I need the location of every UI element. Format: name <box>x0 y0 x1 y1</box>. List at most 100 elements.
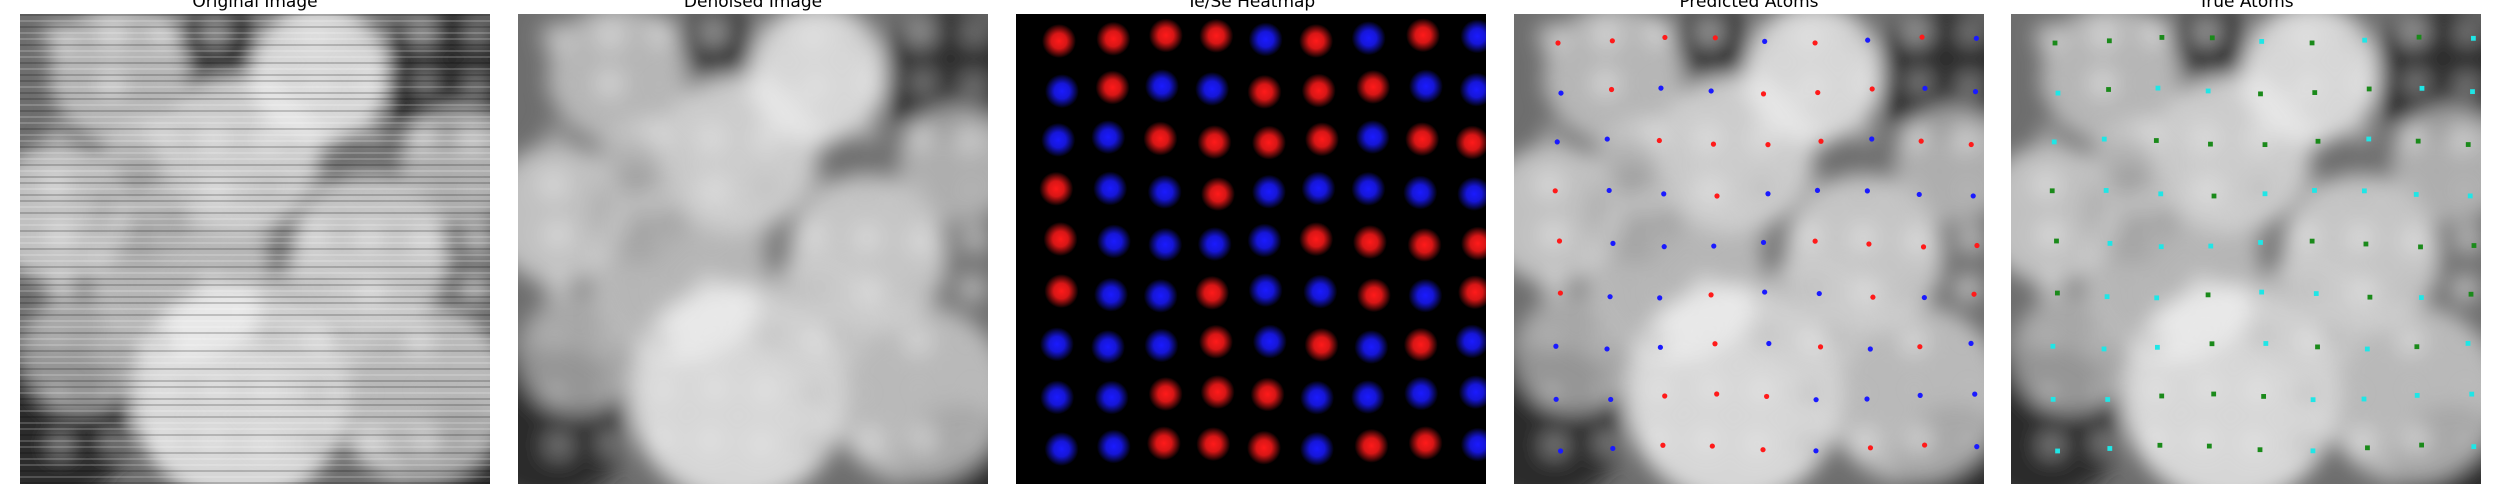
true-type-b-atom <box>2209 341 2215 347</box>
atom-bump <box>797 219 830 252</box>
true-type-a-atom <box>2470 35 2476 41</box>
atom-bump <box>903 119 936 152</box>
true-type-a-atom <box>2310 397 2316 403</box>
scan-line <box>20 296 490 298</box>
atom-bump <box>541 219 574 252</box>
true-type-a-atom <box>2414 392 2420 398</box>
predicted-te-atom <box>1608 86 1615 93</box>
panel-title-predicted: Predicted Atoms <box>1679 0 1819 12</box>
atom-bump <box>1694 227 1721 254</box>
atom-bump <box>2086 67 2119 100</box>
heatmap-te-spot <box>1198 324 1233 359</box>
heatmap-se-spot <box>1251 174 1286 209</box>
atom-bump <box>961 19 988 46</box>
scan-line <box>20 188 490 190</box>
true-type-b-atom <box>2208 141 2213 147</box>
predicted-se-atom <box>1554 139 1560 145</box>
atom-bump <box>356 66 389 99</box>
scan-line <box>20 194 490 196</box>
scan-line <box>20 218 490 220</box>
atom-bump <box>254 174 281 201</box>
atom-bump <box>2141 174 2168 201</box>
atom-bump <box>2033 327 2060 354</box>
scan-line <box>20 38 490 40</box>
true-type-b-atom <box>2206 443 2212 449</box>
heatmap-te-spot <box>1299 222 1334 257</box>
panel-denoised-image: Denoised Image <box>518 0 988 500</box>
atom-bump <box>195 272 228 305</box>
predicted-se-atom <box>1970 193 1976 199</box>
heatmap-te-spot <box>1251 125 1286 160</box>
atom-bump <box>905 224 938 257</box>
atom-bump <box>303 380 330 407</box>
atom-bump <box>407 376 434 403</box>
atom-bump <box>909 278 936 305</box>
atom-bump <box>96 171 123 198</box>
atom-bump <box>1952 324 1979 351</box>
bright-region <box>260 254 380 374</box>
heatmap-se-spot <box>1148 227 1183 262</box>
atom-bump <box>247 427 280 460</box>
atom-bump <box>698 227 725 254</box>
panel-title-true: True Atoms <box>2198 0 2294 12</box>
atom-bump <box>2139 373 2172 406</box>
heatmap-te-spot <box>1407 227 1442 262</box>
atom-bump <box>462 72 489 99</box>
atom-bump <box>306 274 333 301</box>
heatmap-te-spot <box>1405 122 1440 157</box>
predicted-se-atom <box>1608 396 1614 403</box>
atom-bump <box>2349 120 2376 147</box>
predicted-se-atom <box>1864 188 1870 194</box>
atom-bump <box>461 375 488 402</box>
atom-bump <box>2038 74 2065 101</box>
atom-bump <box>302 431 329 458</box>
predicted-se-atom <box>1557 448 1564 454</box>
atom-bump <box>2295 324 2328 357</box>
heatmap-se-spot <box>1044 431 1079 466</box>
atom-bump <box>2295 119 2328 152</box>
atom-bump <box>1848 380 1875 407</box>
predicted-atoms-image <box>1514 14 1984 484</box>
atom-bump <box>1905 69 1932 96</box>
atom-bump <box>43 380 70 407</box>
atom-bump <box>1901 376 1928 403</box>
atom-bump <box>2345 425 2378 458</box>
atom-bump <box>1692 71 1719 98</box>
heatmap-se-spot <box>1091 120 1126 155</box>
scan-noise <box>20 14 490 484</box>
predicted-te-atom <box>1817 344 1824 350</box>
true-type-b-atom <box>2419 442 2425 448</box>
scan-line <box>20 320 490 322</box>
heatmap-te-spot <box>1352 225 1387 260</box>
heatmap-se-spot <box>1248 22 1283 57</box>
predicted-te-atom <box>1765 142 1771 148</box>
atom-bump <box>1591 380 1618 407</box>
true-type-b-atom <box>2153 138 2159 143</box>
atom-bump <box>854 275 887 308</box>
predicted-se-atom <box>1816 290 1822 297</box>
true-type-b-atom <box>2363 241 2369 247</box>
atom-bump <box>95 67 128 100</box>
atom-bump <box>644 423 677 456</box>
atom-bump <box>2090 429 2117 456</box>
atom-bump <box>2452 375 2479 402</box>
atom-bump <box>2138 69 2165 96</box>
true-type-b-atom <box>2367 294 2373 300</box>
true-type-a-atom <box>2364 346 2370 352</box>
predicted-se-atom <box>1867 346 1873 352</box>
heatmap-te-spot <box>1095 70 1130 105</box>
atom-bump <box>698 372 731 405</box>
scan-line <box>20 182 490 184</box>
true-type-a-atom <box>2050 396 2056 402</box>
atom-bump <box>2238 427 2271 460</box>
heatmap-te-spot <box>1039 171 1074 206</box>
atom-bump <box>800 431 827 458</box>
panel-predicted-atoms: Predicted Atoms <box>1514 0 1984 500</box>
predicted-se-atom <box>1813 397 1819 403</box>
predicted-se-atom <box>1917 392 1923 398</box>
predicted-te-atom <box>1709 443 1715 449</box>
heatmap-se-spot <box>1403 175 1438 210</box>
predicted-se-atom <box>1553 396 1559 402</box>
atom-bump <box>1538 271 1571 304</box>
atom-bump <box>148 15 181 48</box>
